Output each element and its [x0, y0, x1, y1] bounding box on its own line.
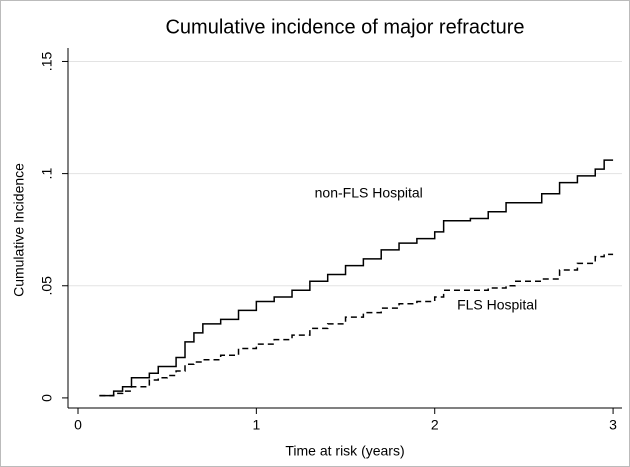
y-tick-label: 0	[39, 394, 55, 402]
chart-title: Cumulative incidence of major refracture	[165, 16, 524, 38]
series-label: non-FLS Hospital	[315, 184, 423, 200]
x-tick-label: 0	[74, 417, 82, 433]
y-axis-title: Cumulative Incidence	[11, 163, 27, 297]
series-line	[99, 253, 614, 397]
x-tick-label: 1	[252, 417, 260, 433]
y-tick-label: .15	[39, 52, 55, 72]
series-line	[99, 159, 614, 397]
y-tick-label: .1	[39, 168, 55, 180]
series-label: FLS Hospital	[457, 297, 537, 313]
x-tick-label: 3	[609, 417, 617, 433]
x-axis-title: Time at risk (years)	[285, 443, 404, 459]
y-tick-label: .05	[39, 276, 55, 296]
x-tick-label: 2	[431, 417, 439, 433]
